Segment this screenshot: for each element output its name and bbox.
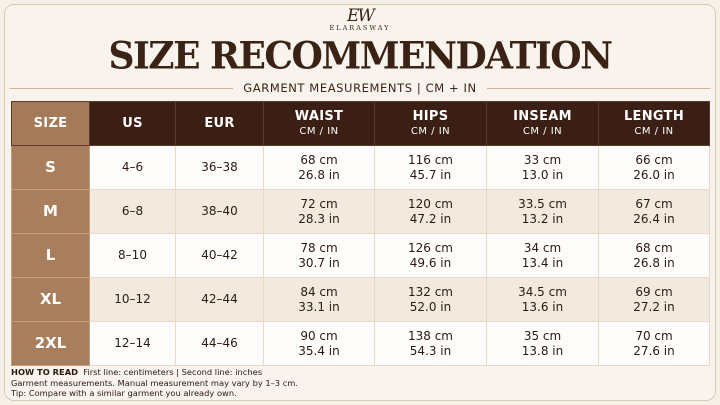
size-table: SIZE US EUR WAIST CM / IN HIPS CM / IN INS…	[11, 101, 710, 366]
brand-name: ELARASWAY	[329, 24, 391, 32]
inseam-cell: 34.5 cm 13.6 in	[486, 277, 599, 322]
header-eur: EUR	[175, 101, 264, 146]
header-hips: HIPS CM / IN	[374, 101, 487, 146]
header-waist: WAIST CM / IN	[263, 101, 375, 146]
how-to-read-label: HOW TO READ	[11, 367, 79, 377]
header-length: LENGTH CM / IN	[598, 101, 710, 146]
length-cell: 68 cm 26.8 in	[598, 233, 710, 278]
us-size: 4–6	[89, 145, 176, 190]
table-row: L 8–10 40–42 78 cm 30.7 in 126 cm 49.6 in …	[11, 233, 710, 278]
table-row: M 6–8 38–40 72 cm 28.3 in 120 cm 47.2 in 3…	[11, 189, 710, 234]
table-header-row: SIZE US EUR WAIST CM / IN HIPS CM / IN INS…	[11, 101, 710, 146]
header-unit: CM / IN	[299, 125, 339, 137]
waist-cell: 84 cm 33.1 in	[263, 277, 375, 322]
length-cell: 66 cm 26.0 in	[598, 145, 710, 190]
table-row: 2XL 12–14 44–46 90 cm 35.4 in 138 cm 54.3 …	[11, 321, 710, 366]
measurement-note: Garment measurements. Manual measurement…	[11, 377, 299, 388]
hips-cell: 120 cm 47.2 in	[374, 189, 487, 234]
size-label: 2XL	[11, 321, 90, 366]
header-unit: CM / IN	[522, 125, 563, 137]
table-row: XL 10–12 42–44 84 cm 33.1 in 132 cm 52.0 i…	[11, 277, 710, 322]
subtitle-rule-right	[486, 87, 710, 89]
brand-monogram: EW	[347, 6, 375, 26]
waist-cell: 78 cm 30.7 in	[263, 233, 375, 278]
size-label: XL	[11, 277, 90, 322]
eur-size: 38–40	[175, 189, 264, 234]
how-to-read-line: HOW TO READ First line: centimeters | Se…	[11, 367, 298, 378]
us-size: 6–8	[89, 189, 176, 234]
hips-cell: 132 cm 52.0 in	[374, 277, 487, 322]
us-size: 10–12	[89, 277, 176, 322]
reading-notes: HOW TO READ First line: centimeters | Se…	[11, 367, 298, 399]
page-subtitle: GARMENT MEASUREMENTS | CM + IN	[243, 81, 477, 95]
header-inseam: INSEAM CM / IN	[486, 101, 599, 146]
us-size: 12–14	[89, 321, 176, 366]
page-title: SIZE RECOMMENDATION	[108, 33, 613, 79]
hips-cell: 116 cm 45.7 in	[374, 145, 487, 190]
how-to-read-text: First line: centimeters | Second line: i…	[83, 367, 263, 377]
subtitle-rule-left	[10, 87, 234, 89]
header-us: US	[89, 101, 176, 146]
size-label: S	[11, 145, 90, 190]
hips-cell: 138 cm 54.3 in	[374, 321, 487, 366]
header-size: SIZE	[11, 101, 90, 146]
inseam-cell: 34 cm 13.4 in	[486, 233, 599, 278]
inseam-cell: 33.5 cm 13.2 in	[486, 189, 599, 234]
waist-cell: 72 cm 28.3 in	[263, 189, 375, 234]
brand-logo: EW ELARASWAY	[0, 8, 720, 33]
size-label: M	[11, 189, 90, 234]
eur-size: 40–42	[175, 233, 264, 278]
subtitle-bar: GARMENT MEASUREMENTS | CM + IN	[10, 80, 710, 96]
tip-note: Tip: Compare with a similar garment you …	[11, 388, 237, 398]
size-label: L	[11, 233, 90, 278]
eur-size: 36–38	[175, 145, 264, 190]
eur-size: 44–46	[175, 321, 264, 366]
hips-cell: 126 cm 49.6 in	[374, 233, 487, 278]
inseam-cell: 35 cm 13.8 in	[486, 321, 599, 366]
us-size: 8–10	[89, 233, 176, 278]
waist-cell: 90 cm 35.4 in	[263, 321, 375, 366]
length-cell: 70 cm 27.6 in	[598, 321, 710, 366]
eur-size: 42–44	[175, 277, 264, 322]
header-unit: CM / IN	[634, 125, 674, 137]
header-unit: CM / IN	[410, 125, 451, 137]
table-row: S 4–6 36–38 68 cm 26.8 in 116 cm 45.7 in 3…	[11, 145, 710, 190]
inseam-cell: 33 cm 13.0 in	[486, 145, 599, 190]
length-cell: 69 cm 27.2 in	[598, 277, 710, 322]
length-cell: 67 cm 26.4 in	[598, 189, 710, 234]
waist-cell: 68 cm 26.8 in	[263, 145, 375, 190]
